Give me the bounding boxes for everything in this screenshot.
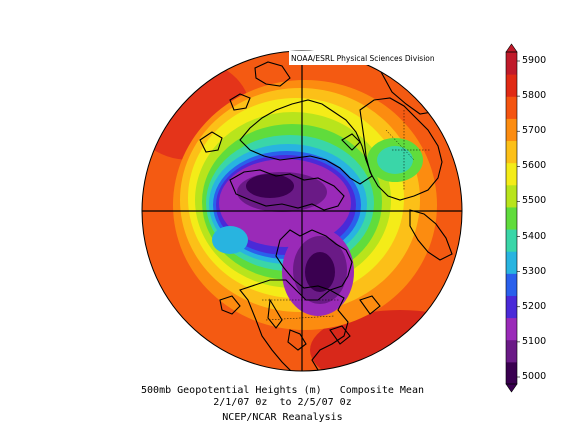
colorbar-tick-label: 5800 xyxy=(522,90,547,102)
graticule-lines xyxy=(142,51,462,371)
colorbar-tick-label: 5300 xyxy=(522,265,547,277)
colorbar-border xyxy=(505,51,518,385)
credit-label: NOAA/ESRL Physical Sciences Division xyxy=(291,54,435,63)
colorbar-segment xyxy=(506,273,517,296)
height-field xyxy=(142,51,462,371)
colorbar-tick-label: 5600 xyxy=(522,160,547,172)
colorbar-segment xyxy=(506,162,517,186)
colorbar-tick-label: 5500 xyxy=(522,195,547,207)
colorbar xyxy=(505,43,520,393)
credit-box xyxy=(289,51,467,65)
colorbar-segment xyxy=(506,317,517,341)
colorbar-segment xyxy=(506,52,517,75)
colorbar-segment xyxy=(506,118,517,142)
colorbar-max-arrow xyxy=(505,43,518,53)
colorbar-segment xyxy=(506,229,517,252)
caption-line-2: 2/1/07 0z to 2/5/07 0z xyxy=(213,397,352,408)
caption-line-3: NCEP/NCAR Reanalysis xyxy=(222,412,343,423)
colorbar-tick-label: 5100 xyxy=(522,335,547,347)
colorbar-tick-label: 5000 xyxy=(522,371,547,382)
colorbar-segment xyxy=(506,339,517,363)
colorbar-segment xyxy=(506,96,517,119)
political-borders xyxy=(262,110,430,321)
colorbar-segment xyxy=(506,184,517,208)
caption-line-1: 500mb Geopotential Heights (m) Composite… xyxy=(141,385,424,396)
colorbar-segment xyxy=(506,206,517,230)
colorbar-tick-label: 5700 xyxy=(522,125,547,137)
colorbar-segment xyxy=(506,74,517,97)
colorbar-tick-label: 5200 xyxy=(522,300,547,312)
colorbar-tick-label: 5900 xyxy=(522,55,547,66)
colorbar-segment xyxy=(506,361,517,385)
colorbar-segment xyxy=(506,140,517,164)
colorbar-tick-label: 5400 xyxy=(522,230,547,242)
coastlines xyxy=(199,61,453,371)
colorbar-segment xyxy=(506,295,517,319)
colorbar-segment xyxy=(506,251,517,274)
